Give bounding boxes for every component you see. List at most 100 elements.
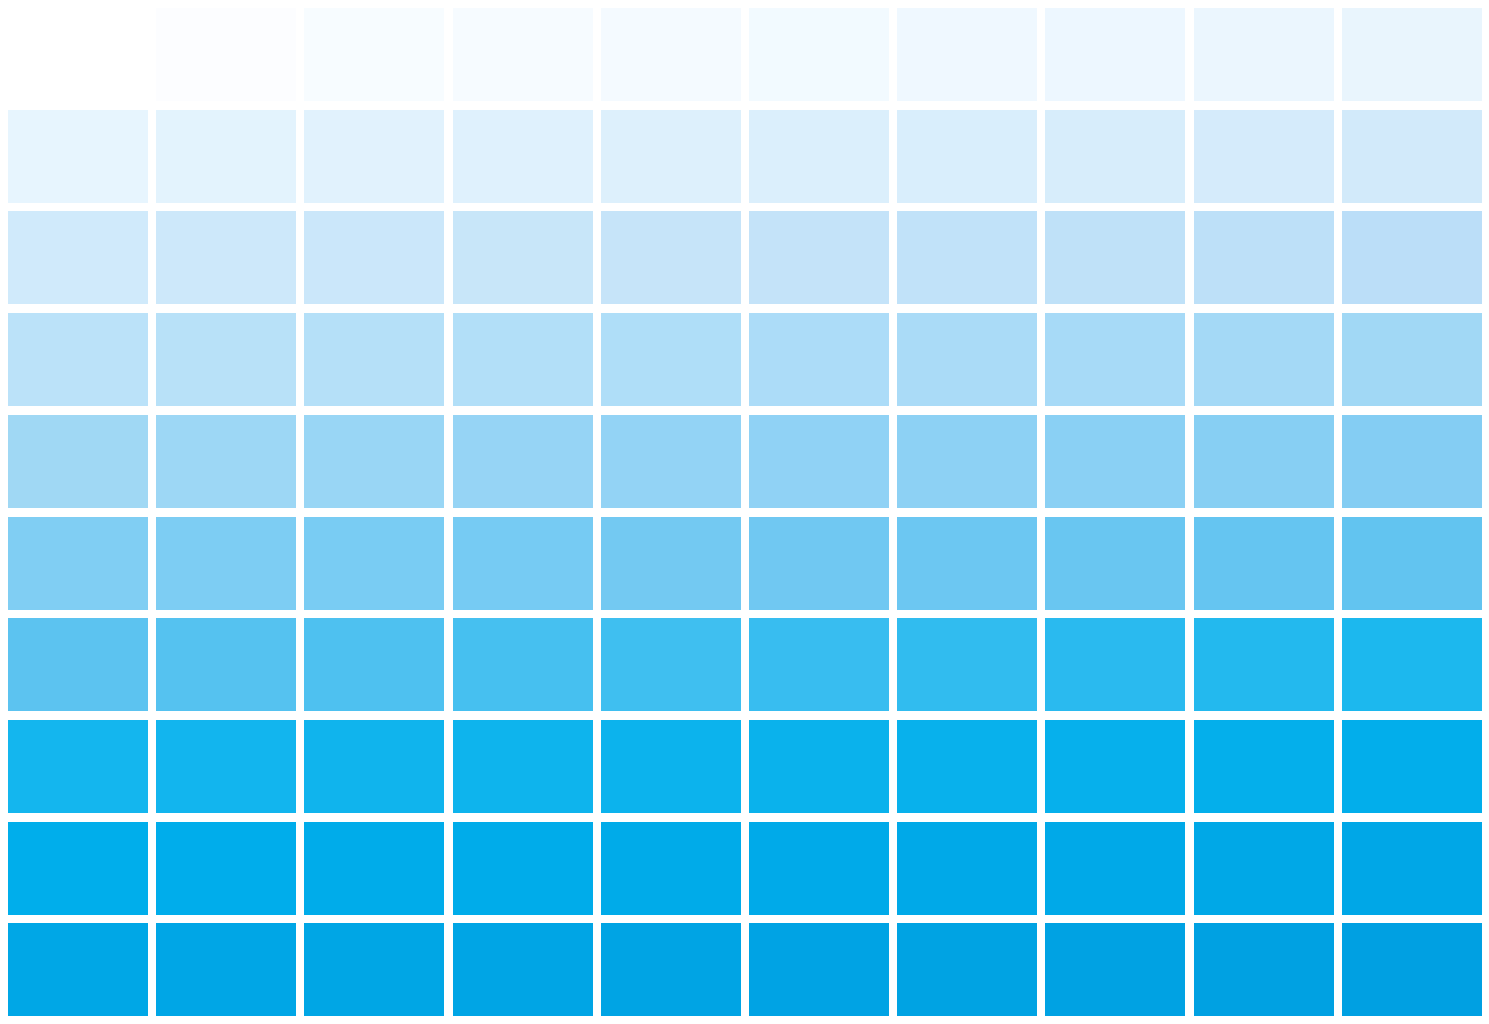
color-swatch [601, 923, 741, 1016]
color-swatch [897, 618, 1037, 711]
color-swatch [304, 923, 444, 1016]
color-swatch [1194, 110, 1334, 203]
color-swatch [749, 720, 889, 813]
color-swatch [897, 8, 1037, 101]
color-swatch [453, 415, 593, 508]
color-swatch [304, 313, 444, 406]
color-swatch [156, 822, 296, 915]
color-swatch [749, 8, 889, 101]
color-swatch [1342, 923, 1482, 1016]
color-swatch [1045, 517, 1185, 610]
color-swatch [304, 822, 444, 915]
color-swatch [1194, 618, 1334, 711]
color-swatch [1342, 8, 1482, 101]
color-swatch [453, 618, 593, 711]
color-swatch [1194, 517, 1334, 610]
color-swatch [1342, 517, 1482, 610]
color-swatch [453, 211, 593, 304]
color-swatch [1342, 618, 1482, 711]
color-swatch [601, 313, 741, 406]
color-swatch [304, 211, 444, 304]
color-swatch [749, 415, 889, 508]
color-swatch [1045, 618, 1185, 711]
color-swatch [1194, 211, 1334, 304]
color-swatch [601, 822, 741, 915]
color-swatch [453, 923, 593, 1016]
color-swatch [304, 720, 444, 813]
color-swatch [1194, 720, 1334, 813]
color-swatch [1045, 923, 1185, 1016]
color-swatch [749, 822, 889, 915]
color-swatch [453, 8, 593, 101]
color-swatch [304, 415, 444, 508]
color-swatch [156, 517, 296, 610]
color-swatch [156, 923, 296, 1016]
color-swatch [749, 313, 889, 406]
color-swatch [304, 517, 444, 610]
color-swatch [156, 110, 296, 203]
color-swatch [8, 923, 148, 1016]
color-swatch [1342, 415, 1482, 508]
color-swatch [1045, 415, 1185, 508]
color-swatch [8, 415, 148, 508]
color-swatch [453, 822, 593, 915]
color-swatch [1194, 923, 1334, 1016]
color-swatch [749, 923, 889, 1016]
color-swatch [749, 618, 889, 711]
color-swatch [1194, 313, 1334, 406]
color-swatch [749, 110, 889, 203]
color-swatch [897, 211, 1037, 304]
color-swatch [1045, 211, 1185, 304]
color-swatch [897, 822, 1037, 915]
color-swatch [601, 415, 741, 508]
color-swatch [1342, 110, 1482, 203]
color-swatch [897, 415, 1037, 508]
color-swatch [601, 8, 741, 101]
color-swatch [8, 517, 148, 610]
color-swatch [156, 313, 296, 406]
color-swatch [453, 517, 593, 610]
color-swatch [1194, 822, 1334, 915]
color-swatch [304, 110, 444, 203]
color-swatch [1045, 720, 1185, 813]
color-swatch [156, 211, 296, 304]
color-swatch [897, 923, 1037, 1016]
color-swatch [1045, 822, 1185, 915]
color-swatch [1342, 211, 1482, 304]
color-swatch [1045, 313, 1185, 406]
color-swatch [8, 313, 148, 406]
color-swatch [601, 618, 741, 711]
color-swatch [897, 720, 1037, 813]
color-swatch [8, 110, 148, 203]
color-swatch [601, 110, 741, 203]
color-swatch [1045, 8, 1185, 101]
color-swatch [8, 822, 148, 915]
color-swatch [304, 8, 444, 101]
color-swatch [156, 618, 296, 711]
color-swatch [897, 313, 1037, 406]
color-swatch [1045, 110, 1185, 203]
color-swatch [1342, 822, 1482, 915]
color-swatch [8, 211, 148, 304]
color-swatch [601, 517, 741, 610]
color-swatch [897, 517, 1037, 610]
color-swatch [601, 720, 741, 813]
color-swatch [897, 110, 1037, 203]
color-swatch [156, 8, 296, 101]
color-swatch [156, 720, 296, 813]
color-swatch [1194, 415, 1334, 508]
color-swatch [1342, 720, 1482, 813]
color-swatch [453, 720, 593, 813]
color-swatch [8, 618, 148, 711]
color-swatch [156, 415, 296, 508]
color-swatch [1194, 8, 1334, 101]
color-swatch [8, 720, 148, 813]
color-swatch [749, 211, 889, 304]
color-swatch [749, 517, 889, 610]
color-swatch [304, 618, 444, 711]
color-swatch [453, 110, 593, 203]
color-swatch [8, 8, 148, 101]
color-swatch [601, 211, 741, 304]
color-swatch [1342, 313, 1482, 406]
